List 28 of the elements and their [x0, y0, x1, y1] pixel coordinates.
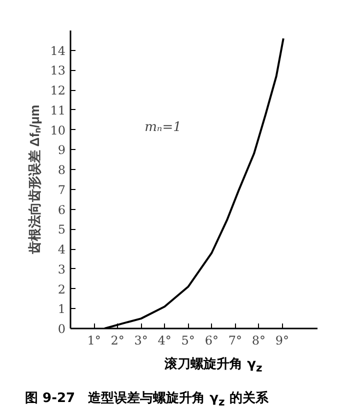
x-tick-label: 6°: [204, 334, 218, 348]
y-tick-label: 12: [50, 84, 66, 98]
y-tick-label: 8: [58, 163, 66, 178]
y-tick-label: 0: [58, 322, 66, 336]
x-tick-label: 1°: [87, 334, 101, 348]
x-tick-label: 5°: [181, 334, 195, 348]
caption: 图 9-27 造型误差与螺旋升角 γ$_{z}$ 的关系: [24, 390, 270, 409]
y-tick-label: 7: [58, 182, 66, 197]
y-tick-label: 4: [58, 242, 66, 257]
y-tick-label: 13: [50, 64, 66, 78]
x-tick-label: 4°: [158, 334, 172, 348]
annotation: mₙ=1: [144, 120, 182, 135]
y-tick-label: 2: [58, 282, 66, 296]
x-tick-label: 8°: [252, 334, 266, 348]
y-tick-label: 10: [50, 123, 66, 138]
y-tick-label: 5: [58, 222, 66, 237]
y-tick-label: 1: [58, 302, 66, 316]
y-tick-label: 3: [58, 262, 66, 276]
x-tick-label: 7°: [228, 334, 242, 348]
y-tick-label: 6: [58, 202, 66, 217]
x-tick-label: 2°: [110, 334, 124, 348]
x-axis-title: 滚刀螺旋升角 γ$_{z}$: [164, 356, 264, 375]
y-tick-label: 11: [50, 103, 66, 118]
x-tick-label: 9°: [275, 334, 290, 348]
y-tick-label: 9: [58, 143, 66, 158]
y-axis-title: 齿根法向齿形误差 Δfₙ/μm: [27, 104, 42, 256]
x-tick-label: 3°: [134, 334, 148, 348]
y-tick-label: 14: [50, 44, 66, 58]
